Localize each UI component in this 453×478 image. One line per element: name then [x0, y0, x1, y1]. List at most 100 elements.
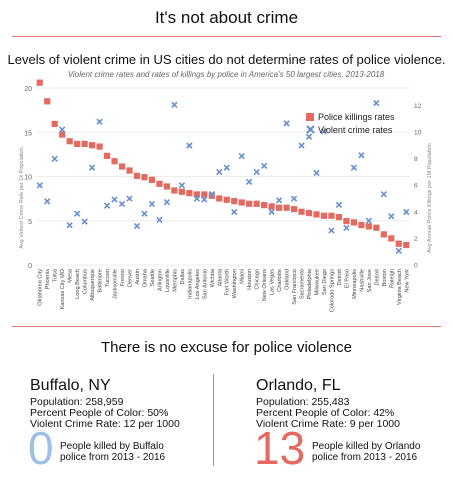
page-subtitle: Levels of violent crime in US cities do …: [7, 52, 446, 67]
killed-text: People killed by Buffalo police from 201…: [60, 441, 166, 463]
city-name: Orlando, FL: [256, 377, 341, 394]
violent-crime-point-3: [59, 126, 66, 133]
violent-crime-point-26: [231, 208, 238, 216]
x-tick-label-15: Seattle: [150, 269, 156, 286]
police-killings-point-27: [238, 199, 245, 206]
x-tick-label-19: Dallas: [180, 269, 186, 285]
violent-crime-point-23: [208, 191, 215, 198]
x-tick-label-26: Washington: [232, 269, 238, 298]
x-tick-label-24: Atlanta: [217, 268, 223, 286]
violent-crime-point-35: [298, 142, 305, 149]
y-left-tick-2: 10: [24, 175, 32, 182]
x-tick-label-34: San Francisco: [292, 269, 298, 305]
city-card-buffalo: Buffalo, NY Population: 258,959 Percent …: [28, 377, 230, 476]
x-tick-label-14: Omaha: [142, 268, 148, 287]
police-killings-point-35: [298, 208, 305, 215]
x-tick-label-5: Long Beach: [75, 269, 81, 299]
violent-crime-point-37: [313, 169, 320, 177]
violent-crime-point-9: [103, 202, 111, 209]
chart-title: Violent crime rates and rates of killing…: [68, 70, 385, 79]
y-left-tick-3: 15: [24, 130, 32, 137]
x-tick-label-11: Fresno: [120, 269, 126, 286]
police-killings-point-25: [223, 196, 230, 203]
police-killings-point-21: [193, 191, 200, 198]
x-tick-label-7: Albuquerque: [90, 269, 96, 301]
city-card-orlando: Orlando, FL Population: 255,483 Percent …: [254, 377, 453, 476]
violent-crime-point-48: [395, 247, 402, 255]
violent-crime-point-38: [320, 128, 328, 135]
city-crime-rate: Violent Crime Rate: 9 per 1000: [256, 418, 400, 430]
x-tick-label-42: Minneapolis: [352, 269, 358, 299]
police-killings-point-31: [268, 203, 275, 210]
police-killings-point-43: [358, 221, 365, 229]
y-axis-left: 0 5 10 15 20: [24, 86, 32, 270]
y-left-tick-0: 0: [28, 263, 32, 270]
violent-crime-point-40: [335, 201, 343, 208]
violent-crime-point-42: [350, 164, 358, 171]
police-killings-point-5: [74, 140, 81, 147]
police-killings-point-2: [51, 120, 58, 128]
chart: Violent crime rates and rates of killing…: [19, 70, 433, 312]
x-tick-label-31: Las Vegas: [270, 269, 276, 295]
violent-crime-point-7: [88, 164, 96, 171]
violent-crime-series: [36, 99, 410, 255]
legend-swatch-police-killings: [306, 113, 314, 121]
police-killings-point-24: [216, 195, 223, 202]
violent-crime-point-4: [66, 222, 73, 229]
city-people-of-color: Percent People of Color: 42%: [256, 407, 395, 419]
violent-crime-point-36: [305, 133, 313, 140]
city-people-of-color: Percent People of Color: 50%: [30, 407, 169, 419]
police-killings-point-45: [373, 224, 380, 231]
violent-crime-point-32: [275, 197, 283, 204]
violent-crime-point-34: [290, 195, 298, 202]
city-crime-rate: Violent Crime Rate: 12 per 1000: [30, 418, 180, 430]
middle-divider: [12, 326, 441, 327]
x-tick-label-47: Raleigh: [389, 269, 395, 288]
y-right-tick-3: 6: [414, 183, 418, 190]
police-killings-point-15: [148, 176, 156, 183]
x-tick-label-25: Fort Worth: [225, 269, 231, 295]
x-tick-label-35: Sacramento: [300, 269, 306, 299]
killed-row: 0 People killed by Buffalo police from 2…: [28, 424, 230, 476]
police-killings-point-23: [208, 192, 215, 199]
police-killings-point-11: [118, 163, 126, 170]
police-killings-point-41: [343, 217, 350, 225]
x-tick-label-2: Tulsa: [53, 268, 59, 282]
police-killings-point-44: [365, 223, 372, 230]
legend: Police killings rates Violent crime rate…: [306, 112, 395, 135]
violent-crime-point-0: [36, 182, 43, 189]
x-tick-label-1: Phoenix: [45, 269, 51, 289]
police-killings-point-40: [335, 213, 343, 221]
violent-crime-point-25: [223, 164, 230, 171]
x-tick-label-8: Baltimore: [98, 269, 104, 293]
killed-row: 13 People killed by Orlando police from …: [254, 424, 453, 476]
police-killings-point-8: [96, 143, 103, 150]
y-axis-right-label: Avg Annual Police Killings per 1M Popula…: [427, 143, 433, 252]
violent-crime-point-5: [73, 210, 81, 217]
x-tick-label-23: Wichita: [210, 268, 216, 287]
violent-crime-point-49: [403, 208, 410, 216]
violent-crime-point-28: [246, 178, 253, 185]
page-title: It's not about crime: [154, 8, 299, 27]
violent-crime-point-45: [373, 99, 380, 107]
x-tick-label-9: Tucson: [105, 269, 111, 287]
x-tick-label-29: Chicago: [255, 269, 261, 290]
police-killings-point-39: [328, 212, 335, 219]
x-tick-label-12: Denver: [128, 269, 134, 287]
police-killings-point-26: [231, 198, 238, 205]
y-right-tick-2: 4: [414, 209, 418, 216]
y-axis-left-label: Avg Violent Crime Rate per 1k Population: [19, 147, 25, 248]
police-killings-point-49: [403, 241, 410, 249]
violent-crime-point-29: [253, 168, 260, 176]
violent-crime-point-18: [171, 101, 178, 108]
police-killings-point-6: [81, 140, 88, 147]
police-killings-point-4: [66, 138, 73, 145]
violent-crime-point-14: [141, 210, 148, 217]
x-tick-label-39: Colorado Springs: [329, 269, 335, 312]
x-tick-label-33: Oakland: [285, 269, 291, 290]
legend-label-violent-crime: Violent crime rates: [318, 125, 393, 135]
killed-count: 0: [28, 422, 54, 474]
violent-crime-point-21: [193, 195, 200, 202]
violent-crime-point-10: [111, 196, 118, 203]
violent-crime-point-2: [51, 155, 58, 162]
